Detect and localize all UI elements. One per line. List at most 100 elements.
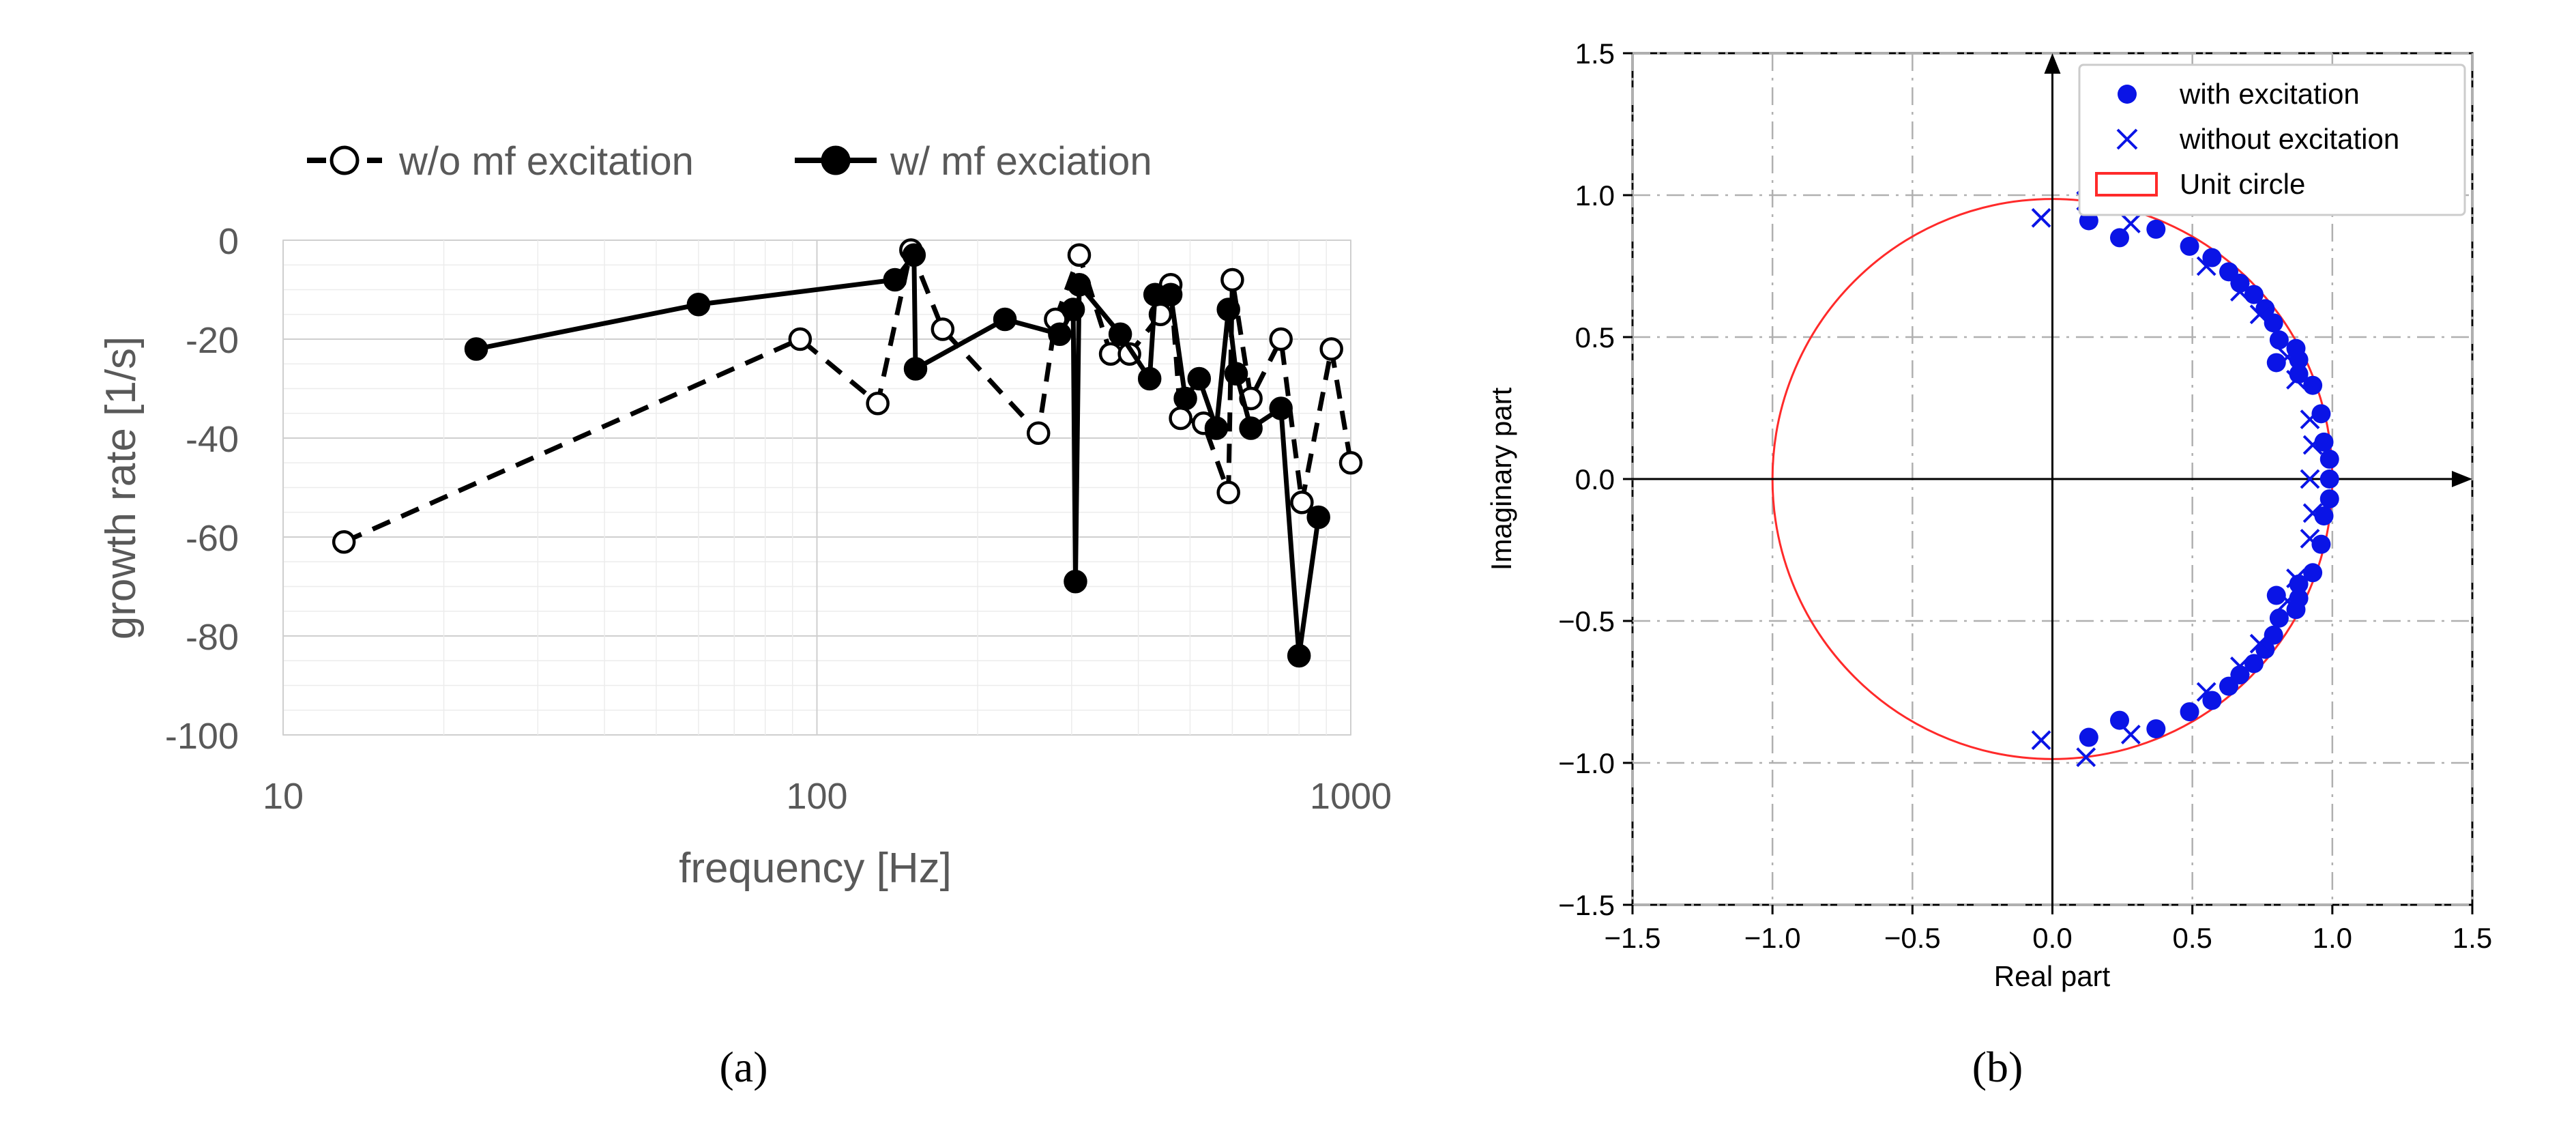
panel-a-y-tick-label: -100 (165, 716, 239, 757)
panel-b-x-tick-label: 1.5 (2453, 922, 2492, 954)
data-point-wo-mf-excitation (1169, 406, 1192, 431)
pole-without-excitation (2196, 256, 2216, 276)
panel-b-real-axis-arrow (2452, 471, 2472, 487)
pole-with-excitation (2202, 248, 2222, 267)
panel-b-x-axis-label: Real part (1994, 960, 2111, 992)
pole-without-excitation (2277, 591, 2298, 611)
panel-a-y-tick-label: -40 (186, 419, 239, 460)
data-point-w-mf-excitation (1187, 366, 1212, 391)
data-point-wo-mf-excitation (1338, 451, 1363, 475)
data-point-w-mf-excitation (1204, 416, 1229, 440)
pole-without-excitation (2031, 730, 2051, 751)
panel-b-y-tick-label: 0.5 (1575, 321, 1615, 353)
panel-a-y-tick-label: -60 (186, 518, 239, 559)
pole-with-excitation (2146, 719, 2166, 739)
panel-a-chart: 0 -20 -40 -60 -80 -100 10 100 1000 frequency [H… (98, 139, 1392, 892)
data-point-w-mf-excitation (686, 293, 711, 317)
data-point-w-mf-excitation (1064, 570, 1087, 594)
data-point-wo-mf-excitation (332, 530, 356, 554)
data-point-wo-mf-excitation (1319, 337, 1343, 361)
pole-with-excitation (2202, 691, 2222, 710)
panel-b-chart: −1.5 −1.0 −0.5 0.0 0.5 1.0 1.5 1.5 1.0 0.5 0.0 −0.5… (1485, 38, 2492, 992)
pole-with-excitation (2319, 469, 2339, 489)
data-point-w-mf-excitation (1108, 322, 1132, 346)
data-point-wo-mf-excitation (1290, 491, 1314, 515)
panel-b-y-tick-label: −1.5 (1558, 889, 1615, 921)
legend-marker-unit-circle (2095, 172, 2158, 197)
panel-a-y-tick-label: -20 (186, 320, 239, 361)
data-point-wo-mf-excitation (1026, 421, 1051, 445)
panel-a-x-tick-label: 1000 (1310, 776, 1392, 817)
data-point-w-mf-excitation (902, 243, 926, 267)
data-point-wo-mf-excitation (1269, 327, 1293, 351)
data-point-w-mf-excitation (1158, 282, 1183, 306)
pole-with-excitation (2180, 236, 2199, 256)
pole-with-excitation (2319, 489, 2339, 509)
data-point-w-mf-excitation (1287, 643, 1311, 668)
data-point-wo-mf-excitation (866, 392, 890, 416)
data-point-w-mf-excitation (1061, 298, 1085, 321)
data-point-w-mf-excitation (993, 307, 1017, 332)
panel-a-legend: w/o mf excitation w/ mf exciation (307, 139, 1152, 184)
panel-a-x-axis-label: frequency [Hz] (679, 845, 952, 892)
panel-a-x-tick-label: 100 (786, 776, 847, 817)
pole-with-excitation (2319, 449, 2339, 469)
data-point-w-mf-excitation (1269, 396, 1293, 420)
data-point-w-mf-excitation (1048, 322, 1072, 346)
pole-with-excitation (2146, 219, 2166, 239)
pole-with-excitation (2264, 625, 2283, 645)
pole-with-excitation (2180, 702, 2199, 722)
panel-b-x-tick-label: −1.5 (1605, 922, 1661, 954)
pole-with-excitation (2311, 534, 2331, 554)
panel-b-x-tick-label: 1.0 (2313, 922, 2352, 954)
legend-swatch-wo-mf-excitation (307, 145, 382, 175)
panel-b-y-tick-label: −1.0 (1558, 747, 1615, 779)
pole-without-excitation (2230, 282, 2250, 302)
pole-without-excitation (2031, 207, 2051, 228)
panel-b-caption: (b) (1972, 1043, 2023, 1091)
pole-with-excitation (2303, 563, 2323, 583)
pole-without-excitation (2300, 409, 2320, 430)
pole-with-excitation (2311, 404, 2331, 424)
panel-b-x-tick-label: −1.0 (1744, 922, 1801, 954)
pole-with-excitation (2266, 585, 2286, 605)
pole-with-excitation (2219, 676, 2239, 696)
pole-without-excitation (2230, 656, 2250, 676)
data-point-w-mf-excitation (1067, 273, 1092, 297)
pole-without-excitation (2302, 435, 2323, 455)
data-point-w-mf-excitation (1306, 505, 1330, 530)
data-point-wo-mf-excitation (1216, 480, 1240, 504)
panel-b-series (2031, 190, 2339, 768)
panel-b-ticks: −1.5 −1.0 −0.5 0.0 0.5 1.0 1.5 1.5 1.0 0.5 0.0 −0.5… (1558, 38, 2492, 954)
panel-a-x-tick-label: 10 (263, 776, 304, 817)
panel-a-y-tick-label: 0 (218, 221, 239, 262)
data-point-w-mf-excitation (1239, 416, 1263, 440)
data-point-wo-mf-excitation (1067, 243, 1092, 267)
data-point-w-mf-excitation (1224, 362, 1248, 386)
legend-marker-without-excitation (2116, 128, 2138, 150)
panel-b-y-tick-label: 1.5 (1575, 38, 1615, 70)
pole-without-excitation (2076, 747, 2096, 768)
data-point-w-mf-excitation (1173, 386, 1197, 411)
legend-label-unit-circle: Unit circle (2180, 168, 2305, 200)
panel-b-y-tick-label: −0.5 (1558, 605, 1615, 637)
pole-without-excitation (2249, 304, 2270, 325)
panel-a-y-tick-label: -80 (186, 617, 239, 658)
pole-with-excitation (2264, 313, 2283, 333)
data-point-w-mf-excitation (464, 337, 488, 361)
legend-label-wo-mf-excitation: w/o mf excitation (398, 139, 694, 184)
data-point-wo-mf-excitation (788, 327, 813, 351)
pole-without-excitation (2277, 347, 2298, 367)
pole-without-excitation (2196, 682, 2216, 702)
panel-b-x-tick-label: 0.5 (2172, 922, 2212, 954)
pole-with-excitation (2303, 375, 2323, 395)
pole-without-excitation (2249, 633, 2270, 654)
panel-a-caption: (a) (719, 1043, 767, 1091)
pole-with-excitation (2109, 228, 2129, 248)
panel-b-x-tick-label: −0.5 (1884, 922, 1941, 954)
legend-label-with-excitation: with excitation (2179, 78, 2360, 110)
data-point-w-mf-excitation (1137, 366, 1162, 391)
pole-without-excitation (2302, 503, 2323, 523)
panel-b-y-tick-label: 1.0 (1575, 179, 1615, 212)
